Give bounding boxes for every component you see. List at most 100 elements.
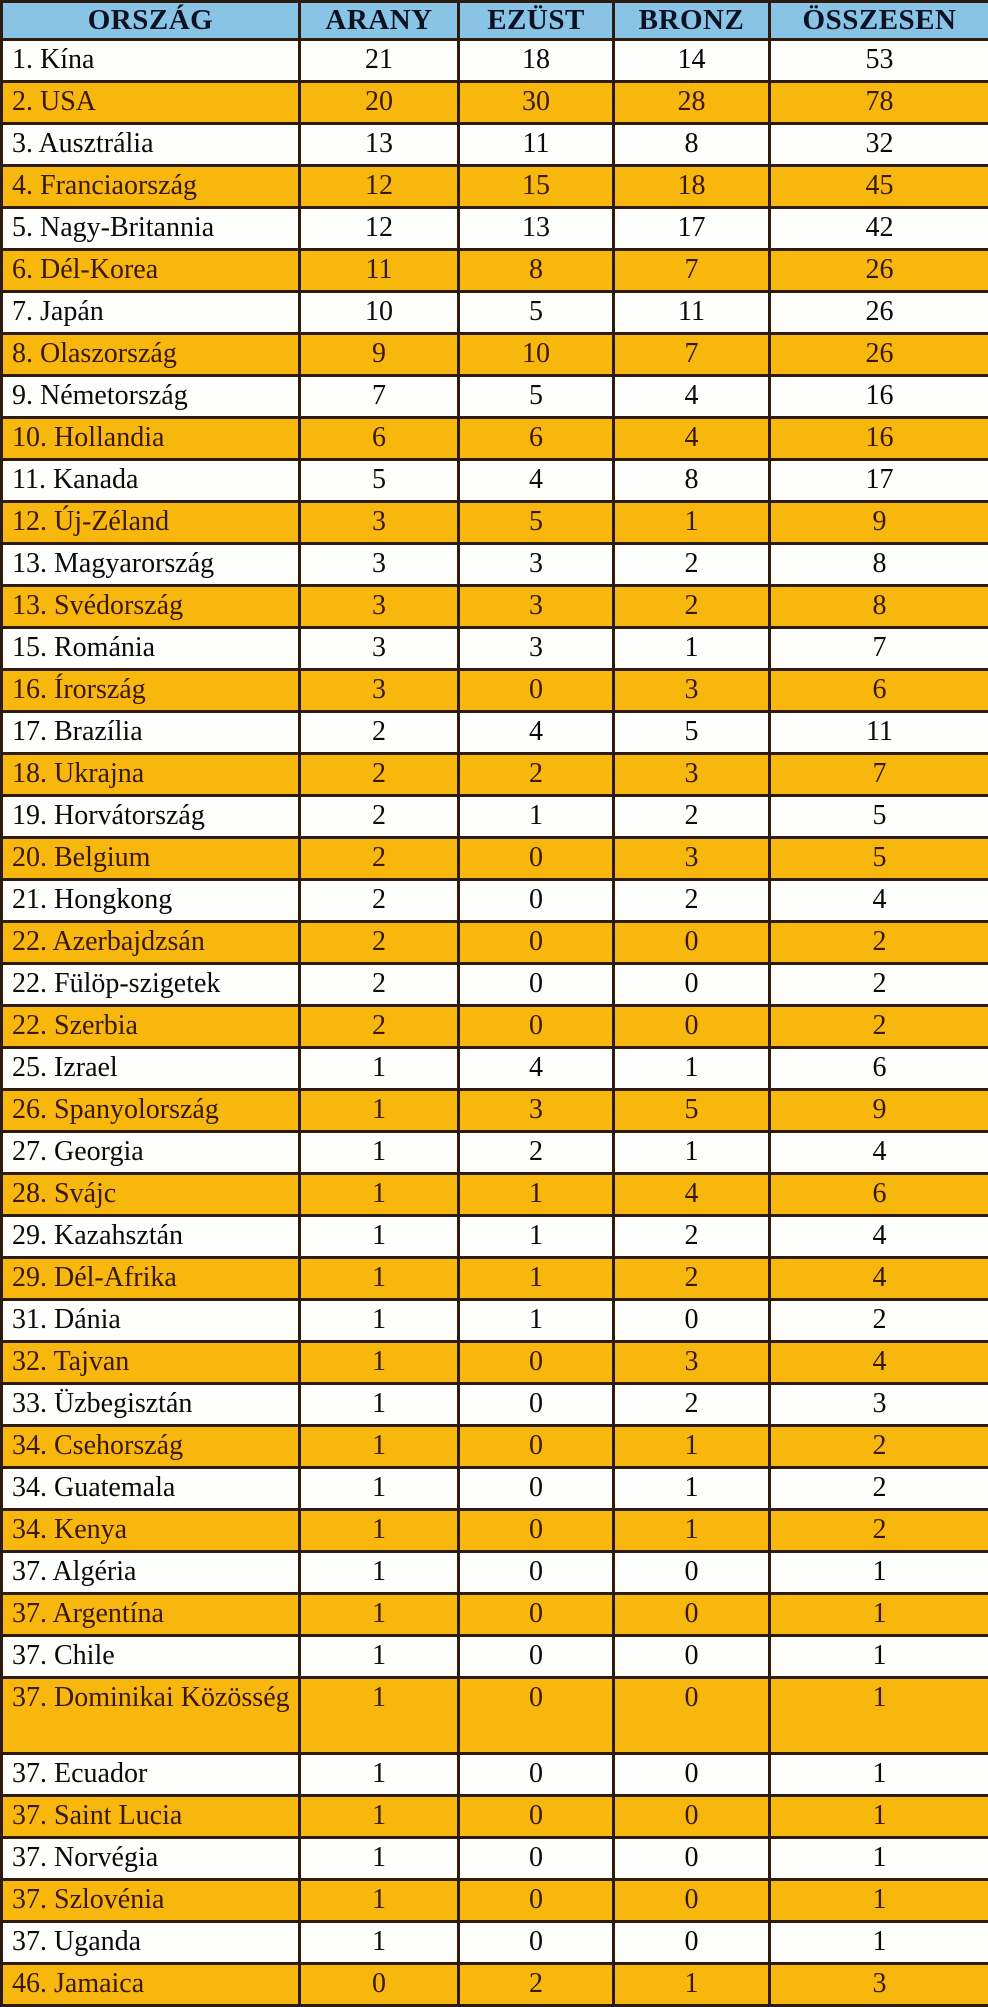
bronze-cell: 1 — [614, 1964, 770, 2006]
country-cell: 13. Magyarország — [2, 544, 300, 586]
silver-cell: 1 — [459, 1174, 614, 1216]
table-row: 22. Fülöp-szigetek 2 0 0 2 — [2, 964, 988, 1006]
gold-cell: 1 — [300, 1510, 459, 1552]
gold-cell: 2 — [300, 922, 459, 964]
silver-cell: 0 — [459, 1880, 614, 1922]
table-row: 34. Kenya 1 0 1 2 — [2, 1510, 988, 1552]
country-cell: 37. Ecuador — [2, 1754, 300, 1796]
bronze-cell: 0 — [614, 1300, 770, 1342]
total-cell: 3 — [770, 1384, 988, 1426]
table-row: 9. Németország 7 5 4 16 — [2, 376, 988, 418]
total-cell: 4 — [770, 1216, 988, 1258]
silver-cell: 18 — [459, 40, 614, 82]
table-row: 33. Üzbegisztán 1 0 2 3 — [2, 1384, 988, 1426]
silver-cell: 0 — [459, 1006, 614, 1048]
total-cell: 2 — [770, 964, 988, 1006]
table-row: 10. Hollandia 6 6 4 16 — [2, 418, 988, 460]
country-cell: 37. Dominikai Közösség — [2, 1678, 300, 1754]
silver-cell: 0 — [459, 1636, 614, 1678]
bronze-cell: 0 — [614, 1838, 770, 1880]
gold-cell: 1 — [300, 1426, 459, 1468]
bronze-cell: 4 — [614, 1174, 770, 1216]
silver-cell: 0 — [459, 880, 614, 922]
country-cell: 1. Kína — [2, 40, 300, 82]
gold-cell: 1 — [300, 1174, 459, 1216]
table-row: 31. Dánia 1 1 0 2 — [2, 1300, 988, 1342]
gold-cell: 7 — [300, 376, 459, 418]
total-cell: 32 — [770, 124, 988, 166]
table-row: 27. Georgia 1 2 1 4 — [2, 1132, 988, 1174]
bronze-cell: 0 — [614, 964, 770, 1006]
gold-cell: 1 — [300, 1594, 459, 1636]
silver-cell: 1 — [459, 1258, 614, 1300]
table-row: 1. Kína 21 18 14 53 — [2, 40, 988, 82]
silver-cell: 0 — [459, 1594, 614, 1636]
total-cell: 78 — [770, 82, 988, 124]
total-cell: 2 — [770, 1006, 988, 1048]
country-cell: 27. Georgia — [2, 1132, 300, 1174]
gold-cell: 1 — [300, 1300, 459, 1342]
gold-cell: 1 — [300, 1258, 459, 1300]
silver-cell: 1 — [459, 796, 614, 838]
table-row: 32. Tajvan 1 0 3 4 — [2, 1342, 988, 1384]
gold-cell: 1 — [300, 1636, 459, 1678]
silver-cell: 0 — [459, 1384, 614, 1426]
bronze-cell: 1 — [614, 502, 770, 544]
bronze-cell: 2 — [614, 880, 770, 922]
bronze-cell: 2 — [614, 1258, 770, 1300]
bronze-cell: 18 — [614, 166, 770, 208]
country-cell: 37. Norvégia — [2, 1838, 300, 1880]
total-cell: 1 — [770, 1838, 988, 1880]
table-row: 17. Brazília 2 4 5 11 — [2, 712, 988, 754]
table-row: 29. Kazahsztán 1 1 2 4 — [2, 1216, 988, 1258]
total-cell: 4 — [770, 1132, 988, 1174]
country-cell: 37. Uganda — [2, 1922, 300, 1964]
bronze-cell: 0 — [614, 1754, 770, 1796]
bronze-cell: 4 — [614, 376, 770, 418]
bronze-cell: 1 — [614, 628, 770, 670]
gold-cell: 1 — [300, 1216, 459, 1258]
col-header-total: ÖSSZESEN — [770, 2, 988, 40]
country-cell: 22. Szerbia — [2, 1006, 300, 1048]
gold-cell: 6 — [300, 418, 459, 460]
silver-cell: 0 — [459, 838, 614, 880]
bronze-cell: 1 — [614, 1468, 770, 1510]
total-cell: 26 — [770, 334, 988, 376]
table-row: 12. Új-Zéland 3 5 1 9 — [2, 502, 988, 544]
silver-cell: 1 — [459, 1300, 614, 1342]
gold-cell: 9 — [300, 334, 459, 376]
table-row: 37. Ecuador 1 0 0 1 — [2, 1754, 988, 1796]
total-cell: 2 — [770, 1300, 988, 1342]
bronze-cell: 0 — [614, 1796, 770, 1838]
country-cell: 5. Nagy-Britannia — [2, 208, 300, 250]
silver-cell: 2 — [459, 1132, 614, 1174]
header-row: ORSZÁG ARANY EZÜST BRONZ ÖSSZESEN — [2, 2, 988, 40]
gold-cell: 10 — [300, 292, 459, 334]
country-cell: 9. Németország — [2, 376, 300, 418]
table-row: 37. Argentína 1 0 0 1 — [2, 1594, 988, 1636]
country-cell: 46. Jamaica — [2, 1964, 300, 2006]
bronze-cell: 1 — [614, 1426, 770, 1468]
silver-cell: 5 — [459, 292, 614, 334]
country-cell: 19. Horvátország — [2, 796, 300, 838]
gold-cell: 1 — [300, 1342, 459, 1384]
bronze-cell: 14 — [614, 40, 770, 82]
table-row: 37. Chile 1 0 0 1 — [2, 1636, 988, 1678]
gold-cell: 1 — [300, 1922, 459, 1964]
bronze-cell: 1 — [614, 1510, 770, 1552]
table-row: 37. Szlovénia 1 0 0 1 — [2, 1880, 988, 1922]
total-cell: 1 — [770, 1552, 988, 1594]
total-cell: 1 — [770, 1880, 988, 1922]
silver-cell: 4 — [459, 460, 614, 502]
table-row: 8. Olaszország 9 10 7 26 — [2, 334, 988, 376]
silver-cell: 8 — [459, 250, 614, 292]
total-cell: 2 — [770, 1510, 988, 1552]
bronze-cell: 3 — [614, 838, 770, 880]
total-cell: 4 — [770, 1258, 988, 1300]
bronze-cell: 28 — [614, 82, 770, 124]
gold-cell: 2 — [300, 964, 459, 1006]
country-cell: 34. Guatemala — [2, 1468, 300, 1510]
total-cell: 4 — [770, 1342, 988, 1384]
gold-cell: 0 — [300, 1964, 459, 2006]
total-cell: 16 — [770, 376, 988, 418]
